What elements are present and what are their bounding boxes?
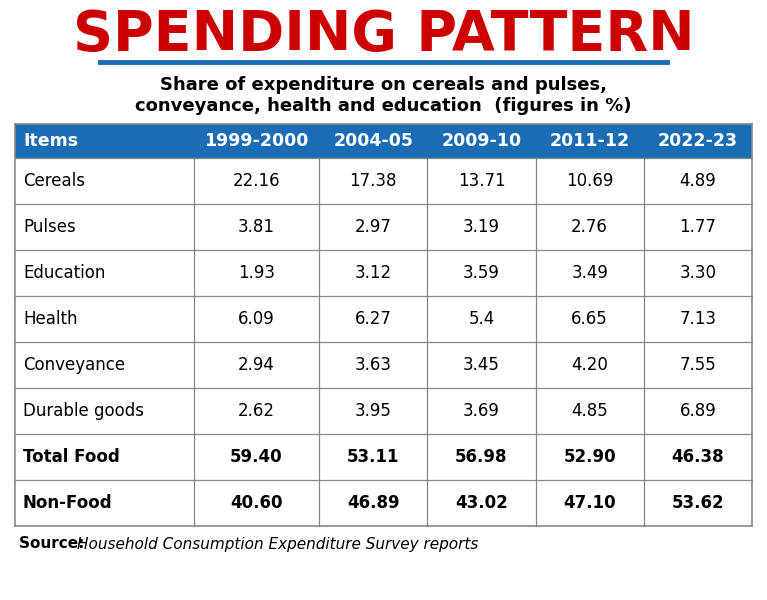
Text: 3.30: 3.30 [680, 264, 716, 282]
Text: 46.89: 46.89 [347, 494, 400, 512]
Text: 2.62: 2.62 [238, 402, 275, 420]
Text: 10.69: 10.69 [566, 172, 614, 190]
Text: 6.27: 6.27 [355, 310, 392, 328]
Text: 17.38: 17.38 [350, 172, 397, 190]
Text: Household Consumption Expenditure Survey reports: Household Consumption Expenditure Survey… [77, 536, 479, 551]
Text: 46.38: 46.38 [672, 448, 724, 466]
Text: 43.02: 43.02 [455, 494, 508, 512]
Text: Source:: Source: [19, 536, 90, 551]
Text: 2.76: 2.76 [571, 218, 608, 236]
Text: 56.98: 56.98 [456, 448, 508, 466]
Text: Items: Items [23, 132, 78, 150]
Text: Non-Food: Non-Food [23, 494, 113, 512]
Text: 7.13: 7.13 [680, 310, 716, 328]
Text: 47.10: 47.10 [564, 494, 616, 512]
Text: 4.20: 4.20 [571, 356, 608, 374]
Text: SPENDING PATTERN: SPENDING PATTERN [73, 8, 694, 62]
Text: 5.4: 5.4 [469, 310, 495, 328]
Text: Pulses: Pulses [23, 218, 76, 236]
Text: Durable goods: Durable goods [23, 402, 144, 420]
Text: Conveyance: Conveyance [23, 356, 125, 374]
Text: 1.77: 1.77 [680, 218, 716, 236]
Text: conveyance, health and education  (figures in %): conveyance, health and education (figure… [135, 97, 632, 115]
Text: 52.90: 52.90 [564, 448, 616, 466]
Text: 3.95: 3.95 [355, 402, 392, 420]
Text: 2022-23: 2022-23 [658, 132, 738, 150]
Text: 2004-05: 2004-05 [333, 132, 413, 150]
Text: 53.62: 53.62 [672, 494, 724, 512]
Text: 3.81: 3.81 [238, 218, 275, 236]
Text: 3.69: 3.69 [463, 402, 500, 420]
Text: 3.63: 3.63 [355, 356, 392, 374]
Text: 4.89: 4.89 [680, 172, 716, 190]
Text: Cereals: Cereals [23, 172, 85, 190]
Text: Total Food: Total Food [23, 448, 120, 466]
Text: 6.65: 6.65 [571, 310, 608, 328]
Text: Education: Education [23, 264, 105, 282]
Text: 3.49: 3.49 [571, 264, 608, 282]
Text: 7.55: 7.55 [680, 356, 716, 374]
Text: 2011-12: 2011-12 [550, 132, 630, 150]
Text: 3.59: 3.59 [463, 264, 500, 282]
Text: 2009-10: 2009-10 [441, 132, 522, 150]
Text: Share of expenditure on cereals and pulses,: Share of expenditure on cereals and puls… [160, 76, 607, 94]
Text: 53.11: 53.11 [347, 448, 400, 466]
Text: 4.85: 4.85 [571, 402, 608, 420]
Text: 3.12: 3.12 [354, 264, 392, 282]
Text: 13.71: 13.71 [458, 172, 505, 190]
Bar [15, 124, 752, 158]
Text: 6.09: 6.09 [238, 310, 275, 328]
Text: Health: Health [23, 310, 77, 328]
Text: 2.97: 2.97 [355, 218, 392, 236]
Text: 2.94: 2.94 [238, 356, 275, 374]
Text: 6.89: 6.89 [680, 402, 716, 420]
Text: 59.40: 59.40 [230, 448, 283, 466]
Text: 22.16: 22.16 [232, 172, 280, 190]
Text: 3.19: 3.19 [463, 218, 500, 236]
Text: 1999-2000: 1999-2000 [204, 132, 308, 150]
Text: 3.45: 3.45 [463, 356, 500, 374]
Text: 40.60: 40.60 [230, 494, 283, 512]
Text: 1.93: 1.93 [238, 264, 275, 282]
